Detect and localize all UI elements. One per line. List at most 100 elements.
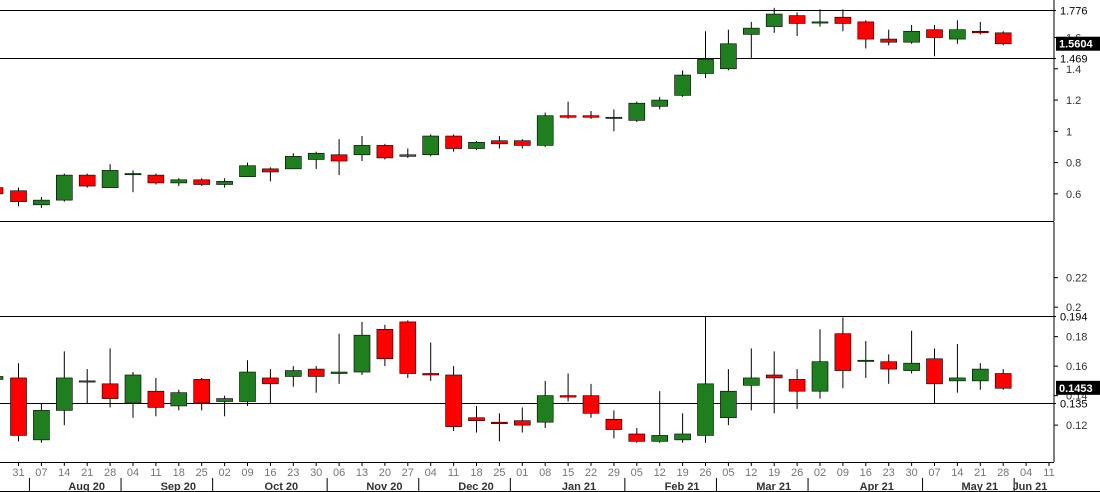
y-tick-label: 0.6 [1066, 189, 1081, 201]
candle-body-down [491, 140, 508, 145]
candle-body-up [605, 116, 623, 119]
candle-body-up [124, 374, 142, 404]
candle [101, 164, 119, 188]
candle [376, 143, 394, 160]
x-week-label: 08 [539, 467, 551, 479]
candle [239, 162, 256, 177]
candle [949, 344, 966, 393]
candle-body-up [216, 181, 233, 185]
candle [330, 333, 348, 384]
x-axis: 31 07 14 21 28 04 11 18 25 02 09 16 23 30 06 13 20 27 04 11… [0, 462, 1100, 492]
candle-body-down [628, 433, 646, 442]
y-tick-label: 0.18 [1066, 332, 1087, 344]
candle [468, 140, 485, 151]
y-tick-label: 1.2 [1066, 95, 1081, 107]
candle [170, 178, 188, 187]
candle [994, 369, 1012, 390]
candle-body-down [513, 140, 531, 146]
candle-body-up [353, 334, 371, 373]
x-week-label: 28 [997, 467, 1009, 479]
candle-body-down [788, 15, 806, 24]
candle-body-down [834, 16, 852, 24]
candle-body-up [720, 43, 737, 70]
candle-body-up [720, 390, 737, 419]
candle [628, 101, 646, 122]
candle-body-down [147, 390, 165, 408]
candle [582, 383, 600, 418]
x-week-label: 18 [173, 467, 185, 479]
candle-body-up [811, 21, 829, 24]
candle-body-up [949, 377, 966, 382]
candle-body-down [765, 374, 783, 379]
x-month-label: Dec 20 [458, 481, 493, 492]
candle [605, 410, 623, 439]
candle-body-up [33, 410, 50, 441]
candle-body-down [78, 174, 96, 187]
candle-body-up [284, 370, 302, 377]
candle-body-up [628, 102, 646, 121]
candle-body-up [399, 154, 417, 157]
candle [949, 20, 966, 44]
candle [284, 366, 302, 387]
x-week-label: 06 [333, 467, 345, 479]
candle [330, 139, 348, 176]
candle-body-down [376, 145, 394, 159]
candle-body-up [55, 174, 73, 201]
x-week-label: 12 [745, 467, 757, 479]
candle [536, 380, 554, 429]
candle-body-up [903, 362, 920, 371]
candle [536, 112, 554, 147]
y-tick-label: 0.16 [1066, 361, 1087, 373]
reference-line-label: 1.469 [1060, 54, 1088, 66]
candle-body-up [651, 99, 669, 107]
candle [834, 9, 852, 32]
x-week-label: 26 [699, 467, 711, 479]
x-week-label: 14 [951, 467, 963, 479]
candle [559, 373, 577, 402]
x-week-label: 28 [104, 467, 116, 479]
candle-body-down [262, 168, 279, 173]
x-month-label: May 21 [961, 481, 998, 492]
x-week-label: 23 [883, 467, 895, 479]
x-week-label: 02 [814, 467, 826, 479]
candle [697, 316, 714, 443]
x-week-label: 04 [1020, 467, 1032, 479]
x-week-label: 04 [425, 467, 437, 479]
candle [605, 109, 623, 132]
candle [857, 20, 875, 49]
candle-body-down [147, 174, 165, 184]
x-week-label: 15 [562, 467, 574, 479]
candle-body-up [55, 377, 73, 411]
x-week-label: 07 [928, 467, 940, 479]
x-month-label: Apr 21 [860, 481, 894, 492]
candle-body-down [834, 333, 852, 371]
x-week-label: 04 [127, 467, 139, 479]
candle [674, 413, 691, 443]
candle-body-up [78, 380, 96, 383]
candle [307, 366, 325, 393]
reference-line-label: 0.194 [1060, 312, 1088, 324]
y-tick-label: 1 [1066, 126, 1072, 138]
last-value-label: 0.1453 [1059, 383, 1093, 395]
candle-body-up [697, 59, 714, 74]
candle-body-up [765, 13, 783, 27]
candle [307, 151, 325, 169]
candle-body-down [559, 395, 577, 398]
x-week-label: 09 [837, 467, 849, 479]
x-week-label: 11 [448, 467, 459, 479]
y-tick-label: 0.2 [1066, 302, 1081, 314]
candle [353, 136, 371, 162]
candle [720, 29, 737, 71]
x-week-label: 01 [516, 467, 528, 479]
x-week-label: 20 [379, 467, 391, 479]
x-month-label: Aug 20 [68, 481, 105, 492]
candle-body-up [674, 433, 691, 441]
x-week-label: 21 [974, 467, 986, 479]
candle [55, 351, 73, 426]
x-week-label: 22 [585, 467, 597, 479]
candle-body-down [193, 179, 210, 185]
candle-body-down [880, 38, 898, 43]
candle-body-up [742, 377, 760, 386]
candle [445, 366, 462, 432]
candle [33, 403, 50, 443]
